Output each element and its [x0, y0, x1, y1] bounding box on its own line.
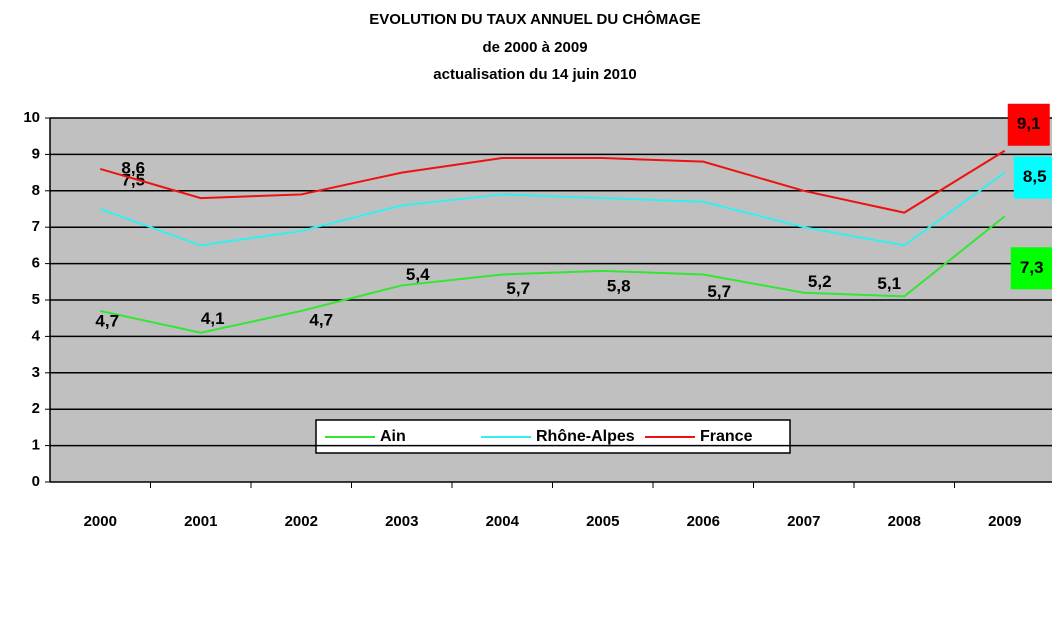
y-tick-label: 0 [32, 473, 40, 490]
x-tick-label: 2008 [888, 513, 921, 530]
x-tick-label: 2004 [486, 513, 520, 530]
data-label: 5,2 [808, 272, 832, 291]
data-label: 7,3 [1020, 258, 1044, 277]
data-label: 4,7 [95, 311, 119, 330]
y-tick-label: 6 [32, 255, 40, 272]
x-tick-label: 2006 [687, 513, 720, 530]
chart-title: actualisation du 14 juin 2010 [433, 66, 636, 83]
data-label: 8,6 [121, 158, 145, 177]
legend-label: Rhône-Alpes [536, 428, 635, 445]
y-tick-label: 2 [32, 400, 40, 417]
line-series [99, 171, 1006, 247]
data-label: 5,7 [707, 282, 731, 301]
y-tick-label: 1 [32, 437, 40, 454]
label-box [1013, 156, 1052, 199]
chart-title: de 2000 à 2009 [482, 39, 587, 56]
legend [315, 419, 791, 454]
chart-title: EVOLUTION DU TAUX ANNUEL DU CHÔMAGE [369, 10, 700, 28]
y-tick-label: 8 [32, 182, 40, 199]
x-tick-label: 2002 [285, 513, 318, 530]
x-tick-label: 2000 [84, 513, 117, 530]
y-tick-label: 5 [32, 291, 40, 308]
y-tick-label: 7 [32, 218, 40, 235]
data-label: 9,1 [1017, 114, 1041, 133]
data-label: 5,1 [877, 274, 901, 293]
data-label: 4,7 [309, 310, 333, 329]
x-tick-label: 2003 [385, 513, 418, 530]
data-label: 5,8 [607, 276, 631, 295]
data-label: 4,1 [201, 309, 225, 328]
legend-label: France [700, 428, 753, 445]
label-box [1010, 247, 1052, 290]
x-tick-label: 2005 [586, 513, 619, 530]
y-tick-label: 9 [32, 145, 40, 162]
data-label: 8,5 [1023, 167, 1047, 186]
data-label: 5,4 [406, 265, 430, 284]
y-tick-label: 4 [32, 327, 41, 344]
x-tick-label: 2001 [184, 513, 217, 530]
x-tick-label: 2009 [988, 513, 1021, 530]
x-tick-label: 2007 [787, 513, 820, 530]
label-box [1007, 103, 1050, 146]
data-label: 7,5 [121, 170, 145, 189]
line-series [99, 149, 1006, 214]
data-label: 5,7 [506, 279, 530, 298]
line-series [100, 215, 1006, 334]
y-tick-label: 3 [32, 364, 40, 381]
y-tick-label: 10 [23, 109, 40, 126]
legend-label: Ain [380, 428, 406, 445]
